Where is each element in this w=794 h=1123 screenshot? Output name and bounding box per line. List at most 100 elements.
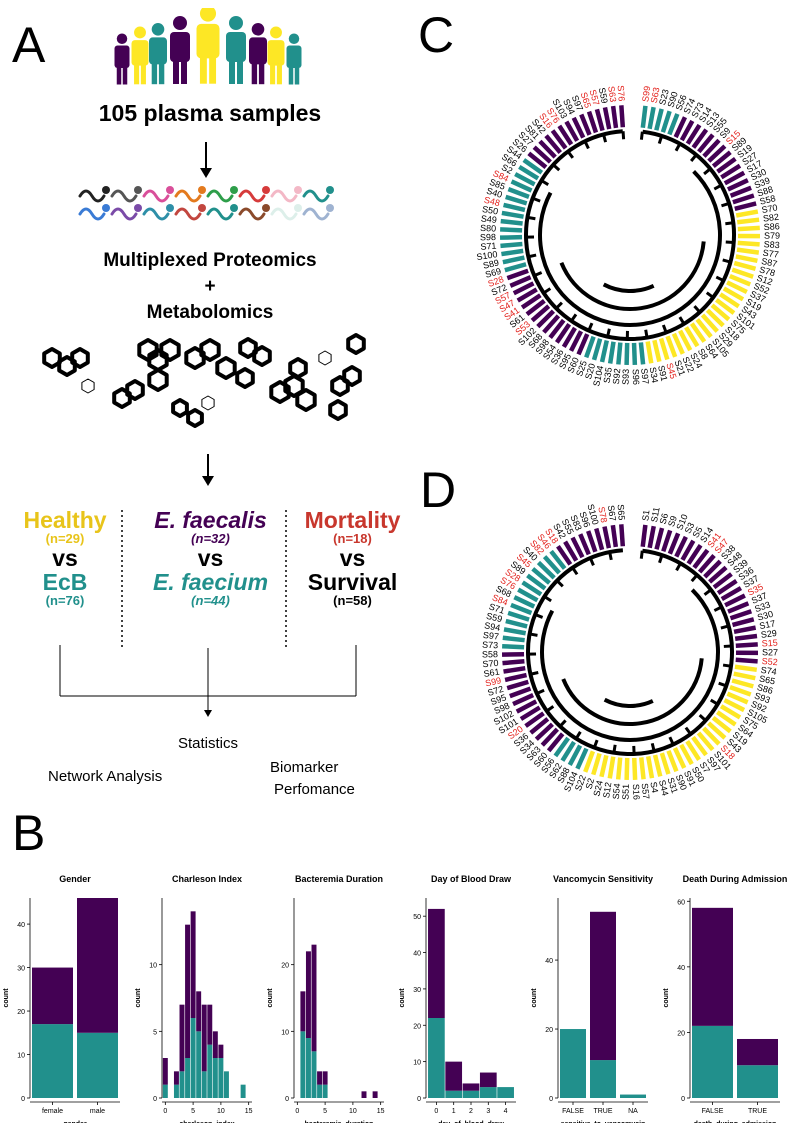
- dendro-leaf-bar: [697, 554, 716, 574]
- dendro-branch: [690, 574, 699, 583]
- dendro-leaf-label: S12: [601, 781, 613, 798]
- dendro-leaf-bar: [737, 240, 760, 247]
- dendro-leaf-bar: [599, 339, 609, 363]
- bar-segment: [179, 1004, 185, 1072]
- bar-segment: [560, 1029, 586, 1098]
- dendro-leaf-label: S50: [481, 204, 498, 217]
- dendro-leaf-bar: [729, 685, 752, 697]
- molecule-ring: [125, 379, 145, 401]
- person-leg: [229, 60, 235, 84]
- x-tick-label: 0: [434, 1108, 438, 1115]
- dendro-branch: [540, 588, 720, 742]
- dendro-branch: [693, 305, 701, 314]
- dendro-branch: [698, 713, 707, 722]
- dendro-leaf-bar: [729, 273, 752, 287]
- dendro-leaf-bar: [716, 579, 738, 595]
- dendro-leaf-bar: [667, 532, 681, 555]
- peptide-chain: [206, 207, 234, 221]
- dendro-leaf-bar: [689, 322, 707, 343]
- dendro-leaf-label: S6: [658, 512, 670, 525]
- dendro-leaf-label: S28: [487, 274, 505, 289]
- peptide-end: [294, 186, 302, 194]
- dendro-leaf-bar: [678, 329, 693, 352]
- dendro-leaf-bar: [516, 287, 538, 303]
- dendro-leaf-bar: [578, 533, 591, 556]
- dendro-branch: [722, 663, 732, 668]
- dendro-leaf-bar: [733, 671, 756, 681]
- molecule-ring: [184, 346, 206, 370]
- dendro-leaf-bar: [583, 750, 596, 773]
- dendro-leaf-bar: [548, 318, 566, 339]
- dendro-leaf-label: S54: [611, 783, 622, 800]
- dendro-leaf-label: S69: [484, 266, 502, 280]
- dendro-leaf-bar: [521, 580, 543, 597]
- dendro-leaf-bar: [526, 573, 547, 591]
- dendro-leaf-bar: [696, 731, 715, 752]
- y-tick-label: 40: [545, 958, 553, 965]
- dendro-branch: [583, 140, 590, 150]
- bar-segment: [218, 1044, 224, 1058]
- group-bottom: E. faecium: [152, 568, 269, 595]
- dendro-leaf-bar: [671, 332, 685, 355]
- dendro-leaf-bar: [531, 567, 551, 585]
- person-head: [134, 26, 146, 39]
- peptide-end: [326, 186, 334, 194]
- bar-segment: [300, 1031, 306, 1098]
- dendro-leaf-bar: [500, 218, 523, 226]
- group-top: Mortality: [304, 507, 401, 533]
- dendro-leaf-label: S91: [656, 364, 669, 382]
- people-crowd-icon: [114, 8, 302, 85]
- dendro-leaf-bar: [619, 524, 626, 547]
- dendro-leaf-label: S33: [753, 600, 771, 615]
- x-tick-label: male: [90, 1108, 105, 1115]
- dendro-leaf-label: S96: [631, 369, 642, 385]
- dendro-leaf-label: S90: [665, 90, 679, 108]
- dendro-branch: [533, 271, 543, 278]
- dendro-branch: [536, 688, 545, 695]
- dendro-leaf-label: S70: [482, 658, 499, 669]
- x-axis-label: death_during_admission: [694, 1121, 777, 1123]
- molecule-ring: [57, 355, 77, 377]
- dendro-leaf-bar: [616, 342, 623, 365]
- group-bottom: Survival: [307, 568, 398, 595]
- dendro-leaf-label: S97: [639, 368, 651, 385]
- dendro-leaf-bar: [697, 133, 715, 154]
- dendro-leaf-bar: [652, 339, 662, 363]
- dendro-branch: [570, 313, 578, 322]
- molecule-ring: [171, 398, 189, 418]
- y-tick-label: 0: [153, 1096, 157, 1103]
- dendro-leaf-bar: [726, 178, 749, 192]
- peptide-end: [230, 186, 238, 194]
- person-leg: [116, 66, 122, 85]
- bar-segment: [311, 1051, 317, 1098]
- x-tick-label: TRUE: [748, 1108, 767, 1115]
- x-axis-label: sensitive_to_vancomycin: [561, 1121, 646, 1123]
- dendro-leaf-label: S35: [602, 367, 614, 384]
- dendro-leaf-label: S2: [500, 162, 514, 176]
- x-tick-label: FALSE: [562, 1108, 584, 1115]
- y-tick-label: 10: [413, 1060, 421, 1067]
- peptide-chain: [78, 207, 106, 221]
- dendro-leaf-bar: [524, 711, 545, 728]
- y-tick-label: 30: [17, 966, 25, 973]
- dendro-branch: [674, 143, 682, 152]
- dendro-leaf-bar: [736, 217, 760, 225]
- bar-segment: [305, 1038, 311, 1098]
- dendro-leaf-bar: [638, 342, 646, 365]
- peptide-chain: [142, 189, 170, 203]
- dendro-leaf-label: S16: [631, 784, 642, 800]
- y-tick-label: 30: [413, 987, 421, 994]
- dendro-branch: [542, 287, 552, 295]
- dendro-leaf-bar: [719, 704, 742, 720]
- dendro-branch: [675, 562, 682, 572]
- group-top-n: (n=29): [45, 531, 85, 547]
- group-top: E. faecalis: [154, 507, 267, 533]
- molecule-ring: [201, 395, 215, 411]
- dendro-leaf-label: S15: [761, 638, 778, 649]
- x-tick-label: FALSE: [702, 1108, 724, 1115]
- down-arrow-icon: [200, 142, 212, 178]
- dendro-leaf-bar: [527, 151, 548, 169]
- bar-segment: [32, 1024, 73, 1098]
- dendro-leaf-label: S23: [657, 88, 671, 106]
- dendro-branch: [722, 258, 731, 264]
